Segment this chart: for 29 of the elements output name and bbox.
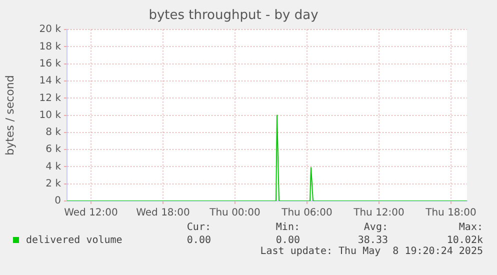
x-tick-label: Wed 12:00 (64, 208, 118, 219)
y-tick-label: 2 k (46, 178, 62, 190)
y-tick-label: 14 k (39, 76, 62, 87)
y-axis-title: bytes / second (3, 75, 16, 156)
y-tick-label: 10 k (39, 110, 62, 121)
x-tick-label: Thu 12:00 (352, 208, 404, 219)
x-tick-label: Wed 18:00 (136, 208, 190, 219)
y-tick-label: 8 k (46, 127, 62, 138)
text: Min: (276, 222, 300, 233)
text: 0.00 (276, 235, 300, 246)
text: Max: (458, 222, 483, 233)
text: Last update: Thu May 8 19:20:24 2025 (260, 246, 483, 257)
x-tick-label: Thu 00:00 (208, 208, 260, 219)
text: 38.33 (358, 235, 388, 246)
y-tick-label: 6 k (46, 144, 62, 156)
x-tick-label: Thu 18:00 (424, 208, 476, 219)
y-tick-label: 0 (54, 196, 61, 207)
y-tick-label: 12 k (39, 92, 62, 104)
text: 10.02k (446, 235, 483, 246)
text: Cur: (186, 222, 211, 233)
legend-label: delivered volume (26, 235, 122, 246)
y-tick-label: 20 k (39, 24, 62, 36)
text: Avg: (364, 222, 388, 233)
x-tick-label: Thu 06:00 (280, 208, 332, 219)
y-tick-label: 18 k (39, 41, 62, 52)
y-tick-label: 4 k (46, 161, 62, 172)
chart-title: bytes throughput - by day (148, 8, 319, 24)
text: 0.00 (186, 235, 211, 246)
y-tick-label: 16 k (39, 58, 62, 70)
